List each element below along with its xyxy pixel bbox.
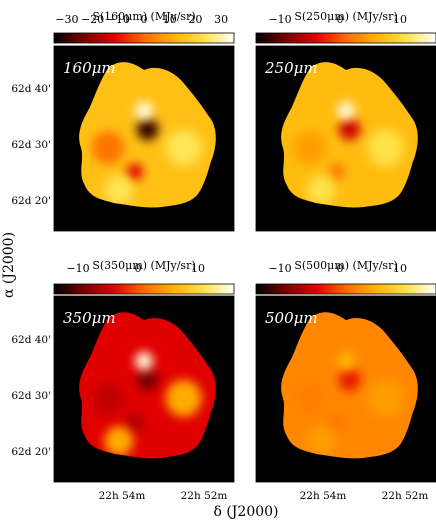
emission-feature — [135, 351, 153, 371]
band-label: 350μm — [63, 309, 116, 327]
emission-feature — [293, 381, 327, 416]
y-tick-label: 62d 20' — [11, 446, 51, 458]
y-tick-labels-bottom: 62d 40' 62d 30' 62d 20' — [11, 334, 51, 458]
y-tick-labels-top: 62d 40' 62d 30' 62d 20' — [11, 83, 51, 207]
colorbar-tick-label: −10 — [107, 13, 130, 26]
y-tick-label: 62d 30' — [11, 139, 51, 151]
emission-feature — [104, 175, 134, 206]
y-tick-label: 62d 40' — [11, 83, 51, 95]
y-tick-label: 62d 20' — [11, 195, 51, 207]
band-label: 250μm — [264, 59, 318, 77]
emission-feature — [126, 414, 144, 431]
colorbar-tick-label: 0 — [337, 262, 344, 275]
map-frame — [255, 45, 436, 232]
colorbar-tick-label: −10 — [66, 262, 89, 275]
colorbar-title: S(350μm) (MJy/sr) — [92, 259, 195, 272]
colorbar-tick-label: 0 — [337, 13, 344, 26]
colorbar — [255, 283, 436, 295]
colorbar — [255, 32, 436, 44]
emission-feature — [328, 414, 346, 431]
x-tick-label: 22h 52m — [181, 490, 228, 502]
x-tick-label: 22h 54m — [300, 490, 347, 502]
map-frame — [53, 45, 235, 232]
colorbar-tick-label: −10 — [268, 13, 291, 26]
colorbar-title: S(250μm) (MJy/sr) — [294, 10, 397, 23]
x-axis-title: δ (J2000) — [213, 504, 278, 520]
colorbar-tick-label: 10 — [163, 13, 177, 26]
emission-feature — [337, 101, 355, 120]
emission-feature — [91, 381, 125, 416]
colorbar-tick-label: 0 — [141, 13, 148, 26]
emission-feature — [165, 379, 202, 417]
colorbar-tick-label: 0 — [135, 262, 142, 275]
x-tick-labels: 22h 54m 22h 52m 22h 54m 22h 52m — [99, 490, 429, 502]
colorbar-tick-label: 10 — [393, 13, 407, 26]
panel-2: S(250μm) (MJy/sr)−10 0 10 250μm — [255, 10, 436, 232]
emission-feature — [136, 118, 159, 141]
emission-feature — [306, 426, 336, 456]
colorbar — [53, 32, 235, 44]
emission-feature — [126, 163, 144, 181]
band-label: 160μm — [63, 59, 116, 77]
y-tick-label: 62d 30' — [11, 390, 51, 402]
emission-feature — [135, 101, 153, 120]
colorbar-title: S(160μm) (MJy/sr) — [92, 10, 195, 23]
colorbar-tick-label: 10 — [191, 262, 205, 275]
emission-feature — [165, 129, 202, 167]
emission-feature — [306, 175, 336, 206]
panel-3: S(350μm) (MJy/sr)−10 0 10 350μm — [53, 259, 235, 483]
map-emission — [281, 62, 418, 208]
x-tick-label: 22h 54m — [99, 490, 146, 502]
colorbar-tick-label: −10 — [268, 262, 291, 275]
emission-feature — [367, 379, 404, 417]
emission-feature — [104, 426, 134, 456]
colorbar-tick-label: 30 — [214, 13, 228, 26]
emission-feature — [337, 351, 355, 371]
y-tick-label: 62d 40' — [11, 334, 51, 346]
panel-4: S(500μm) (MJy/sr)−10 0 10 500μm — [255, 259, 436, 483]
emission-feature — [328, 163, 346, 181]
x-tick-label: 22h 52m — [382, 490, 429, 502]
emission-feature — [91, 131, 125, 165]
panel-1: S(160μm) (MJy/sr) −30 −20 −10 0 10 20 30 160μm — [53, 10, 235, 232]
emission-feature — [293, 131, 327, 165]
colorbar-tick-label: −20 — [81, 13, 104, 26]
emission-feature — [338, 118, 361, 141]
colorbar-tick-label: 20 — [188, 13, 202, 26]
colorbar — [53, 283, 235, 295]
map-frame — [53, 295, 235, 483]
map-frame — [255, 295, 436, 483]
colorbar-title: S(500μm) (MJy/sr) — [294, 259, 397, 272]
colorbar-tick-label: −30 — [55, 13, 78, 26]
colorbar-tick-label: 10 — [393, 262, 407, 275]
y-axis-title: α (J2000) — [1, 232, 17, 298]
emission-feature — [338, 368, 361, 391]
band-label: 500μm — [265, 309, 318, 327]
emission-feature — [136, 368, 159, 391]
emission-feature — [367, 129, 404, 167]
